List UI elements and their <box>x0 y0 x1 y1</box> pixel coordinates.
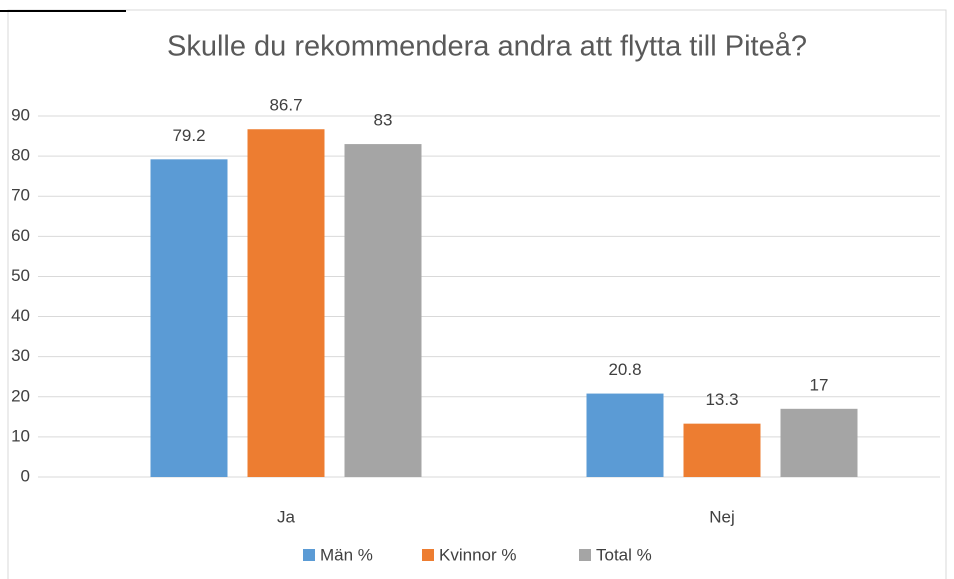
bar <box>344 144 422 478</box>
bar <box>780 408 858 477</box>
y-tick-label: 10 <box>11 426 30 445</box>
y-tick-label: 20 <box>11 386 30 405</box>
bar <box>150 159 228 477</box>
chart-frame <box>7 9 947 579</box>
bar <box>247 129 325 477</box>
data-label: 83 <box>374 111 393 130</box>
y-tick-label: 70 <box>11 186 30 205</box>
legend-swatch <box>303 549 315 561</box>
data-label: 13.3 <box>705 390 738 409</box>
x-tick-label: Ja <box>277 507 296 526</box>
y-tick-label: 40 <box>11 306 30 325</box>
y-tick-label: 50 <box>11 266 30 285</box>
legend-swatch <box>422 549 434 561</box>
data-label: 86.7 <box>269 96 302 115</box>
data-label: 20.8 <box>608 360 641 379</box>
y-tick-label: 30 <box>11 346 30 365</box>
x-tick-label: Nej <box>709 507 735 526</box>
legend-label: Män % <box>320 545 373 564</box>
data-label: 79.2 <box>172 126 205 145</box>
bar <box>683 423 761 477</box>
y-tick-label: 60 <box>11 226 30 245</box>
legend-label: Kvinnor % <box>439 545 516 564</box>
bar <box>586 393 664 477</box>
legend-label: Total % <box>596 545 652 564</box>
y-tick-label: 0 <box>21 466 30 485</box>
y-tick-label: 90 <box>11 105 30 124</box>
data-label: 17 <box>810 375 829 394</box>
y-tick-label: 80 <box>11 146 30 165</box>
legend-swatch <box>579 549 591 561</box>
chart-title: Skulle du rekommendera andra att flytta … <box>167 31 807 63</box>
